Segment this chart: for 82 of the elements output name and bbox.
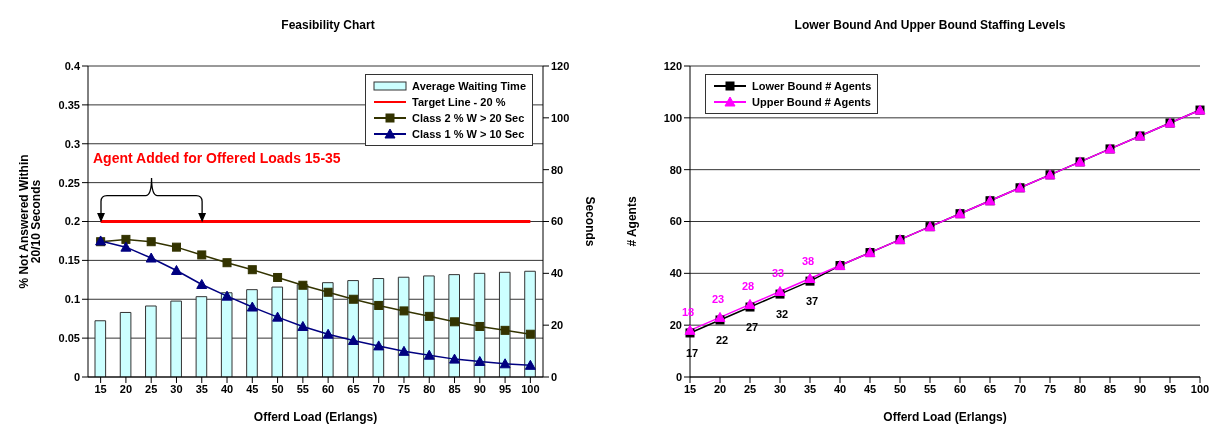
- y-axis-title: # Agents: [625, 196, 640, 247]
- x-axis-title: Offerd Load (Erlangs): [253, 410, 378, 424]
- x-tick-label: 90: [1133, 382, 1147, 395]
- y2-axis-title: Seconds: [582, 196, 597, 247]
- y2-tick-label: 80: [551, 163, 564, 176]
- x-tick-label: 60: [322, 382, 335, 395]
- y-tick-label: 40: [669, 267, 682, 280]
- x-tick-label: 100: [521, 382, 540, 395]
- y-tick-label: 0: [73, 370, 80, 383]
- x-tick-label: 75: [397, 382, 411, 395]
- x-tick-label: 55: [923, 382, 937, 395]
- y-tick-label: 20: [669, 319, 682, 332]
- legend-label: Class 1 % W > 10 Sec: [412, 128, 525, 140]
- y-tick-label: 60: [669, 215, 682, 228]
- x-tick-label: 20: [119, 382, 133, 395]
- x-tick-label: 35: [195, 382, 208, 395]
- x-tick-label: 15: [683, 382, 697, 395]
- y-tick-label: 0.1: [64, 293, 80, 306]
- annotation: Agent Added for Offered Loads 15-35: [93, 150, 341, 167]
- x-tick-label: 100: [1190, 382, 1210, 395]
- y-tick-label: 0.25: [58, 176, 80, 189]
- data-label: 38: [801, 254, 815, 267]
- chart-title: Lower Bound And Upper Bound Staffing Levels: [793, 17, 1067, 34]
- y-tick-label: 100: [663, 111, 682, 124]
- y2-tick-label: 60: [551, 215, 564, 228]
- x-tick-label: 45: [863, 382, 877, 395]
- y-tick-label: 0.3: [64, 137, 80, 150]
- y2-tick-label: 100: [551, 111, 570, 124]
- y-tick-label: 0.4: [64, 59, 81, 72]
- x-axis-title: Offerd Load (Erlangs): [883, 410, 1007, 424]
- x-tick-label: 65: [347, 382, 360, 395]
- x-tick-label: 95: [498, 382, 512, 395]
- data-label: 17: [685, 346, 699, 359]
- legend-label: Class 2 % W > 20 Sec: [412, 112, 525, 124]
- x-tick-label: 90: [473, 382, 486, 395]
- legend-label: Lower Bound # Agents: [752, 80, 872, 92]
- y-tick-label: 120: [663, 59, 682, 72]
- y-tick-label: 0.05: [58, 332, 80, 345]
- x-tick-label: 65: [983, 382, 997, 395]
- x-tick-label: 40: [833, 382, 847, 395]
- x-tick-label: 95: [1163, 382, 1177, 395]
- y-tick-label: 80: [669, 163, 682, 176]
- legend-label: Target Line - 20 %: [412, 96, 506, 108]
- x-tick-label: 40: [220, 382, 234, 395]
- x-tick-label: 80: [1073, 382, 1087, 395]
- y2-tick-label: 40: [551, 267, 564, 280]
- data-label: 22: [715, 333, 729, 346]
- x-tick-label: 25: [145, 382, 158, 395]
- x-tick-label: 30: [170, 382, 183, 395]
- y2-tick-label: 20: [551, 319, 564, 332]
- x-tick-label: 60: [953, 382, 967, 395]
- x-tick-label: 80: [423, 382, 436, 395]
- x-tick-label: 50: [893, 382, 907, 395]
- x-tick-label: 35: [803, 382, 817, 395]
- y-tick-label: 0.35: [58, 98, 80, 111]
- x-tick-label: 50: [271, 382, 284, 395]
- x-tick-label: 45: [246, 382, 259, 395]
- legend-label: Average Waiting Time: [412, 80, 526, 92]
- x-tick-label: 25: [743, 382, 757, 395]
- x-tick-label: 20: [713, 382, 727, 395]
- data-label: 32: [775, 308, 789, 321]
- x-tick-label: 70: [1013, 382, 1027, 395]
- data-label: 23: [711, 293, 725, 306]
- y-tick-label: 0.2: [64, 215, 80, 228]
- data-label: 27: [745, 321, 759, 334]
- data-label: 37: [805, 295, 819, 308]
- x-tick-label: 70: [372, 382, 385, 395]
- x-tick-label: 75: [1043, 382, 1057, 395]
- y-tick-label: 0: [675, 370, 682, 383]
- chart-title: Feasibility Chart: [280, 17, 376, 34]
- y2-tick-label: 120: [551, 59, 570, 72]
- data-label: 18: [681, 306, 695, 319]
- x-tick-label: 85: [448, 382, 461, 395]
- x-tick-label: 15: [94, 382, 107, 395]
- x-tick-label: 55: [296, 382, 309, 395]
- data-label: 28: [741, 280, 755, 293]
- legend-label: Upper Bound # Agents: [752, 96, 871, 108]
- x-tick-label: 85: [1103, 382, 1117, 395]
- y2-tick-label: 0: [551, 370, 558, 383]
- y-axis-title: % Not Answered Within 20/10 Seconds: [17, 154, 44, 289]
- y-tick-label: 0.15: [58, 254, 80, 267]
- x-tick-label: 30: [773, 382, 787, 395]
